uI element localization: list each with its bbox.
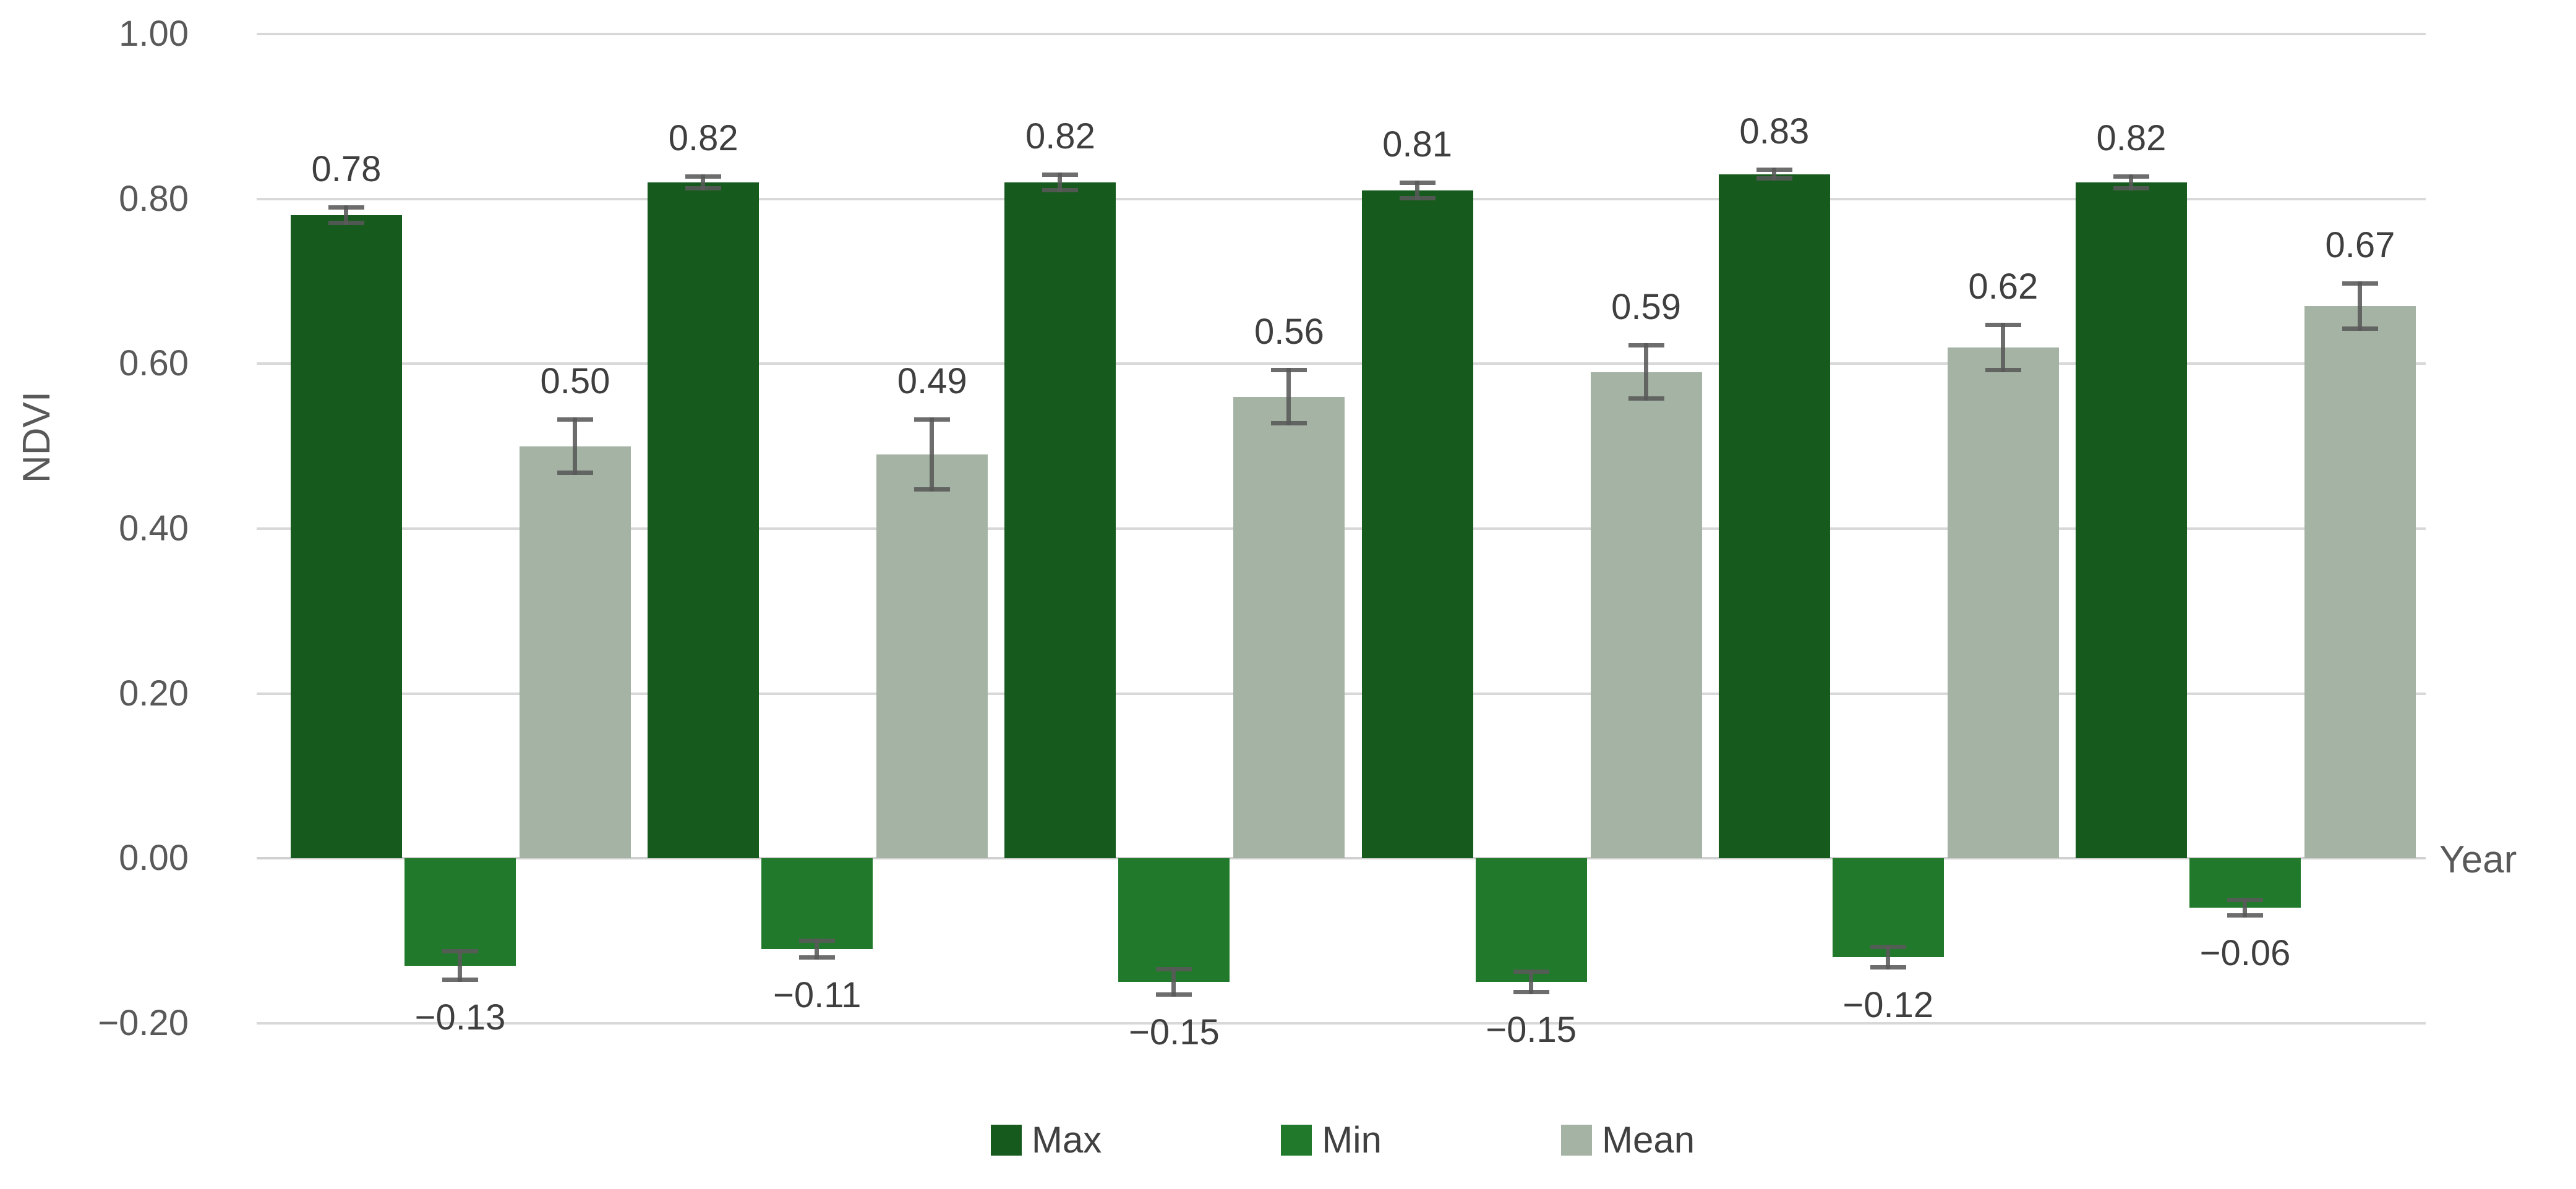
y-axis-tick-label: 0.00 (119, 838, 189, 879)
y-axis-tick-label: 1.00 (119, 14, 189, 54)
y-axis-tick-label: −0.20 (98, 1002, 189, 1043)
bar-min (404, 858, 516, 966)
legend: Max Min Mean (260, 1118, 2426, 1162)
bar-value-label: 0.78 (311, 149, 382, 190)
error-bar (1042, 172, 1079, 192)
error-bar (1756, 167, 1792, 181)
error-bar-stem (1171, 967, 1176, 997)
gridline (257, 197, 2426, 200)
error-bar-stem (2129, 174, 2133, 191)
error-bar (1156, 967, 1192, 997)
bar-mean (2304, 305, 2416, 859)
error-bar (442, 948, 478, 982)
error-bar-stem (1414, 181, 1419, 201)
error-bar (2113, 174, 2149, 191)
legend-swatch-max (990, 1125, 1022, 1156)
y-axis-tick-label: 0.40 (119, 508, 189, 548)
error-bar (1870, 945, 1906, 970)
error-bar-stem (1885, 945, 1890, 970)
bar-value-label: 0.82 (668, 117, 738, 158)
bar-value-label: 0.67 (2325, 224, 2395, 265)
bar-value-label: 0.59 (1611, 286, 1682, 327)
legend-label-mean: Mean (1601, 1119, 1695, 1161)
error-bar (2227, 898, 2263, 918)
error-bar-stem (701, 174, 706, 191)
error-bar (914, 417, 951, 492)
error-bar (557, 417, 593, 475)
error-bar (1513, 970, 1549, 995)
bar-min (1118, 858, 1230, 982)
legend-label-min: Min (1322, 1119, 1382, 1161)
error-bar-stem (573, 417, 577, 475)
bar-mean (520, 446, 631, 859)
error-bar (685, 174, 722, 191)
error-bar-stem (1286, 367, 1291, 426)
error-bar-stem (1058, 172, 1063, 192)
legend-swatch-mean (1560, 1125, 1592, 1156)
bar-value-label: −0.13 (414, 997, 506, 1038)
gridline (257, 362, 2426, 365)
error-bar-stem (2000, 322, 2005, 372)
bar-max (1361, 190, 1473, 859)
bar-value-label: 0.81 (1382, 124, 1453, 165)
error-bar (1985, 322, 2021, 372)
error-bar (799, 938, 836, 960)
zero-gridline (257, 857, 2426, 860)
error-bar-stem (2358, 281, 2362, 331)
legend-label-max: Max (1031, 1119, 1102, 1161)
legend-entry-min: Min (1281, 1118, 1382, 1162)
bar-value-label: −0.12 (1842, 985, 1934, 1026)
bar-min (761, 858, 873, 949)
gridline (257, 1021, 2426, 1025)
bar-value-label: 0.82 (2096, 117, 2167, 158)
bar-value-label: −0.15 (1129, 1012, 1220, 1053)
bar-value-label: 0.83 (1739, 111, 1810, 151)
error-bar-stem (1528, 970, 1533, 995)
bar-max (2076, 182, 2187, 859)
y-axis-tick-label: 0.80 (119, 178, 189, 219)
y-axis-title: NDVI (15, 391, 58, 484)
error-bar-stem (1643, 343, 1648, 401)
error-bar-stem (344, 205, 348, 226)
error-bar (1399, 181, 1436, 201)
error-bar (328, 205, 364, 226)
bar-value-label: 0.62 (1968, 266, 2039, 307)
error-bar-stem (815, 938, 819, 960)
bar-min (1475, 858, 1587, 982)
error-bar-stem (930, 417, 935, 492)
error-bar-stem (458, 948, 462, 982)
bar-max (1004, 182, 1116, 859)
bar-value-label: −0.15 (1486, 1010, 1577, 1050)
y-axis-tick-label: 0.60 (119, 343, 189, 384)
x-axis-title: Year (2439, 838, 2517, 881)
bar-value-label: 0.49 (897, 360, 967, 401)
bar-max (1718, 174, 1830, 859)
y-axis-tick-label: 0.20 (119, 673, 189, 714)
bar-value-label: −0.11 (772, 975, 862, 1016)
bar-mean (1233, 396, 1345, 859)
legend-swatch-min (1281, 1125, 1312, 1156)
bar-value-label: 0.56 (1254, 311, 1324, 352)
bar-min (1832, 858, 1944, 958)
error-bar (2342, 281, 2378, 331)
error-bar (1271, 367, 1307, 426)
bar-value-label: 0.82 (1025, 116, 1095, 156)
bar-mean (876, 454, 988, 859)
gridline (257, 33, 2426, 35)
error-bar-stem (1771, 167, 1776, 181)
bar-max (291, 215, 402, 859)
bar-mean (1947, 347, 2059, 859)
error-bar (1628, 343, 1664, 401)
bar-max (648, 182, 760, 859)
legend-entry-mean: Mean (1560, 1118, 1695, 1162)
bar-value-label: −0.06 (2199, 933, 2291, 974)
error-bar-stem (2243, 898, 2247, 918)
legend-entry-max: Max (990, 1118, 1102, 1162)
bar-mean (1590, 372, 1702, 859)
bar-value-label: 0.50 (540, 360, 610, 401)
